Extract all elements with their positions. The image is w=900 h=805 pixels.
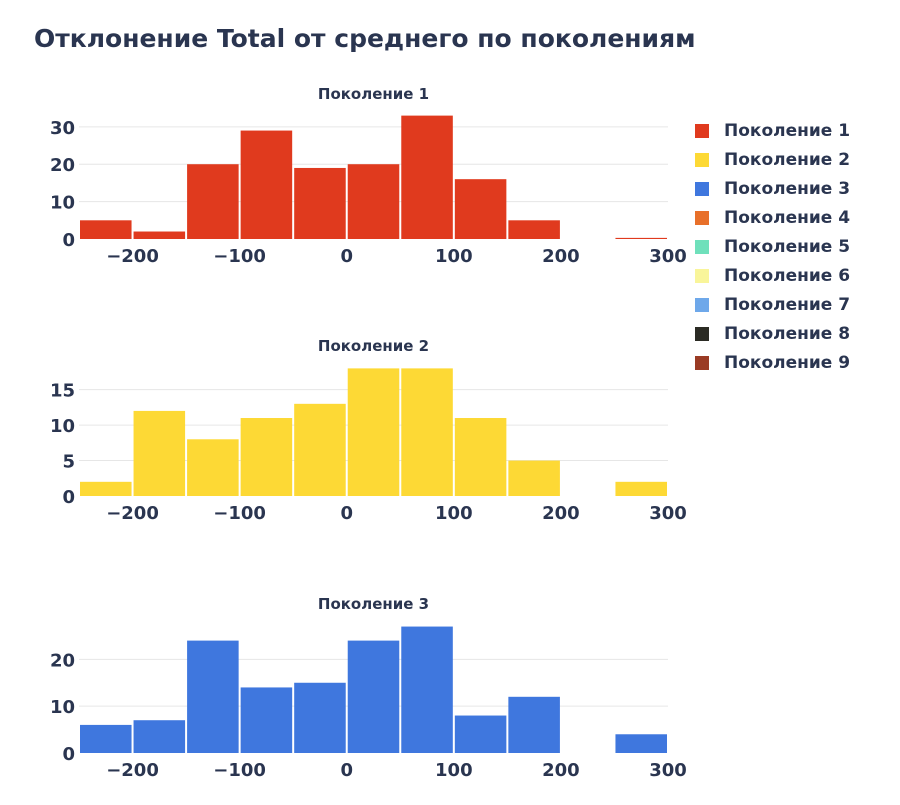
histogram-bar <box>187 164 239 239</box>
histogram-bar <box>401 626 453 753</box>
histogram-bar <box>187 439 239 496</box>
y-tick-label: 0 <box>62 487 75 508</box>
x-tick-label: 100 <box>435 246 473 267</box>
legend-label: Поколение 6 <box>724 265 851 286</box>
legend-swatch <box>695 152 709 167</box>
x-tick-label: −200 <box>106 760 159 781</box>
legend-item[interactable]: Поколение 9 <box>695 348 850 377</box>
histogram-bar <box>80 220 132 239</box>
y-tick-label: 0 <box>62 744 75 765</box>
histogram-bar <box>294 403 346 496</box>
histogram-bar <box>347 368 400 496</box>
legend-label: Поколение 4 <box>724 207 851 228</box>
x-tick-label: 0 <box>340 503 353 524</box>
x-tick-label: 300 <box>649 760 687 781</box>
histogram-bar <box>347 164 400 239</box>
y-tick-label: 5 <box>62 452 75 473</box>
histogram-bar <box>454 715 507 753</box>
histogram-bar <box>347 640 400 753</box>
legend-label: Поколение 5 <box>724 236 851 257</box>
histogram-bar <box>508 460 560 496</box>
legend-item[interactable]: Поколение 1 <box>695 116 850 145</box>
legend-label: Поколение 9 <box>724 352 851 373</box>
histogram-bar <box>240 418 293 496</box>
legend-label: Поколение 7 <box>724 294 851 315</box>
legend-label: Поколение 3 <box>724 178 851 199</box>
histogram-bar <box>454 179 507 239</box>
legend-swatch <box>695 123 709 138</box>
x-tick-label: −200 <box>106 503 159 524</box>
histogram-bar <box>133 231 186 239</box>
histogram-bar <box>615 237 667 239</box>
legend-swatch <box>695 326 709 341</box>
x-tick-label: 200 <box>542 503 580 524</box>
legend: Поколение 1 Поколение 2 Поколение 3 Поколен… <box>695 116 850 377</box>
histogram-bar <box>80 481 132 496</box>
y-tick-label: 30 <box>50 118 75 139</box>
chart-title: Отклонение Total от среднего по поколени… <box>34 24 696 53</box>
y-tick-label: 10 <box>50 416 75 437</box>
x-tick-label: 300 <box>649 503 687 524</box>
x-tick-label: 0 <box>340 760 353 781</box>
legend-swatch <box>695 297 709 312</box>
legend-item[interactable]: Поколение 3 <box>695 174 850 203</box>
x-tick-label: 100 <box>435 503 473 524</box>
y-tick-label: 20 <box>50 155 75 176</box>
legend-item[interactable]: Поколение 5 <box>695 232 850 261</box>
legend-swatch <box>695 355 709 370</box>
legend-item[interactable]: Поколение 7 <box>695 290 850 319</box>
legend-label: Поколение 1 <box>724 120 851 141</box>
x-tick-label: −100 <box>213 760 266 781</box>
histogram-bar <box>508 696 560 753</box>
histogram-bar <box>508 220 560 239</box>
histogram-bar <box>294 682 346 753</box>
histogram-bar <box>240 130 293 239</box>
legend-swatch <box>695 210 709 225</box>
legend-item[interactable]: Поколение 2 <box>695 145 850 174</box>
histogram-bar <box>454 418 507 496</box>
histogram-bar <box>615 734 667 753</box>
legend-item[interactable]: Поколение 8 <box>695 319 850 348</box>
histogram-bar <box>294 167 346 239</box>
histogram-bar <box>133 720 186 753</box>
x-tick-label: 200 <box>542 246 580 267</box>
histogram-bar <box>615 481 667 496</box>
x-tick-label: 200 <box>542 760 580 781</box>
legend-swatch <box>695 181 709 196</box>
subplot-title: Поколение 3 <box>318 595 429 613</box>
x-tick-label: −200 <box>106 246 159 267</box>
legend-label: Поколение 2 <box>724 149 851 170</box>
x-tick-label: 0 <box>340 246 353 267</box>
subplot-title: Поколение 2 <box>318 337 429 355</box>
y-tick-label: 10 <box>50 697 75 718</box>
histogram-bar <box>401 115 453 239</box>
subplot-title: Поколение 1 <box>318 85 429 103</box>
legend-label: Поколение 8 <box>724 323 851 344</box>
legend-item[interactable]: Поколение 4 <box>695 203 850 232</box>
histogram-bar <box>133 410 186 496</box>
x-tick-label: −100 <box>213 503 266 524</box>
x-tick-label: 300 <box>649 246 687 267</box>
legend-swatch <box>695 268 709 283</box>
x-tick-label: 100 <box>435 760 473 781</box>
legend-swatch <box>695 239 709 254</box>
histogram-bar <box>401 368 453 496</box>
histogram-bar <box>187 640 239 753</box>
y-tick-label: 0 <box>62 230 75 251</box>
legend-item[interactable]: Поколение 6 <box>695 261 850 290</box>
histogram-bar <box>80 724 132 753</box>
x-tick-label: −100 <box>213 246 266 267</box>
y-tick-label: 10 <box>50 193 75 214</box>
y-tick-label: 15 <box>50 381 75 402</box>
histogram-bar <box>240 687 293 753</box>
y-tick-label: 20 <box>50 650 75 671</box>
